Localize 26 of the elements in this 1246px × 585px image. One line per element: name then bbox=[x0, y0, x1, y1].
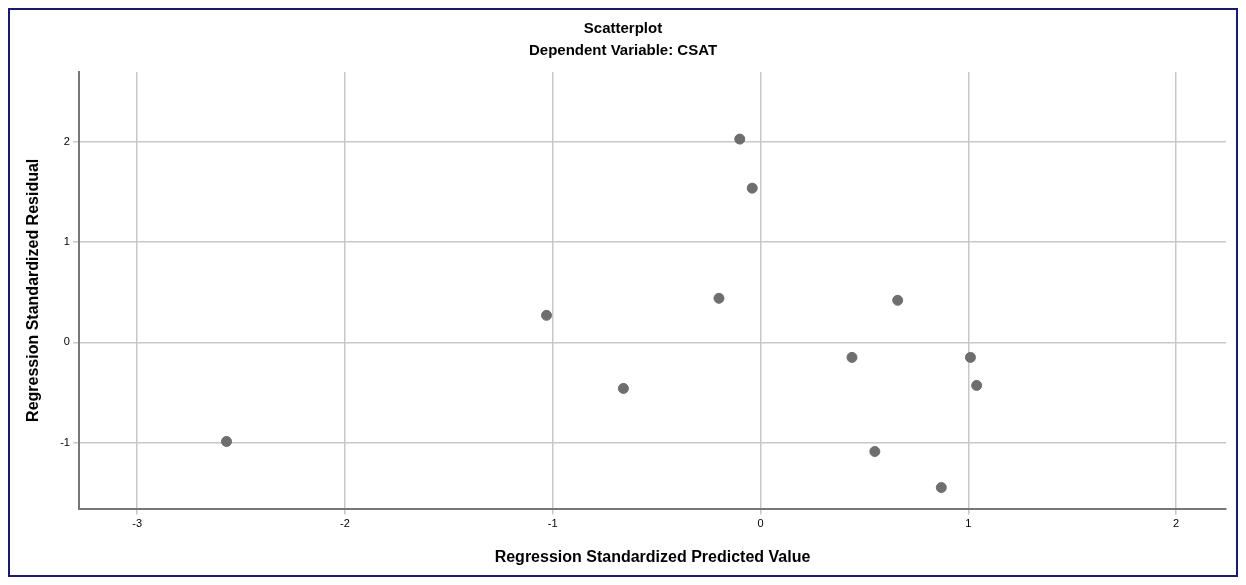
chart-title: Scatterplot bbox=[583, 19, 663, 37]
point bbox=[221, 436, 233, 448]
y-tick-label: 1 bbox=[63, 235, 70, 248]
point bbox=[713, 292, 725, 304]
point bbox=[541, 309, 553, 321]
point bbox=[617, 382, 629, 394]
point bbox=[746, 182, 758, 194]
point bbox=[971, 379, 983, 391]
x-tick-label: -1 bbox=[547, 517, 558, 530]
x-tick-label: -2 bbox=[340, 517, 350, 530]
point bbox=[869, 446, 881, 458]
point bbox=[846, 351, 858, 363]
x-axis-title: Regression Standardized Predicted Value bbox=[494, 547, 811, 565]
x-tick-label: 0 bbox=[757, 517, 764, 530]
y-tick-label: 0 bbox=[63, 335, 70, 348]
y-tick-label: 2 bbox=[63, 135, 70, 148]
x-tick-label: -3 bbox=[132, 517, 143, 530]
point bbox=[892, 294, 904, 306]
chart-subtitle: Dependent Variable: CSAT bbox=[528, 41, 718, 59]
y-axis-title: Regression Standardized Residual bbox=[24, 158, 42, 422]
point bbox=[964, 351, 976, 363]
y-tick-label: -1 bbox=[60, 435, 70, 448]
point bbox=[935, 482, 947, 494]
point bbox=[734, 133, 746, 145]
x-tick-label: 1 bbox=[965, 517, 972, 530]
x-tick-label: 2 bbox=[1173, 517, 1180, 530]
